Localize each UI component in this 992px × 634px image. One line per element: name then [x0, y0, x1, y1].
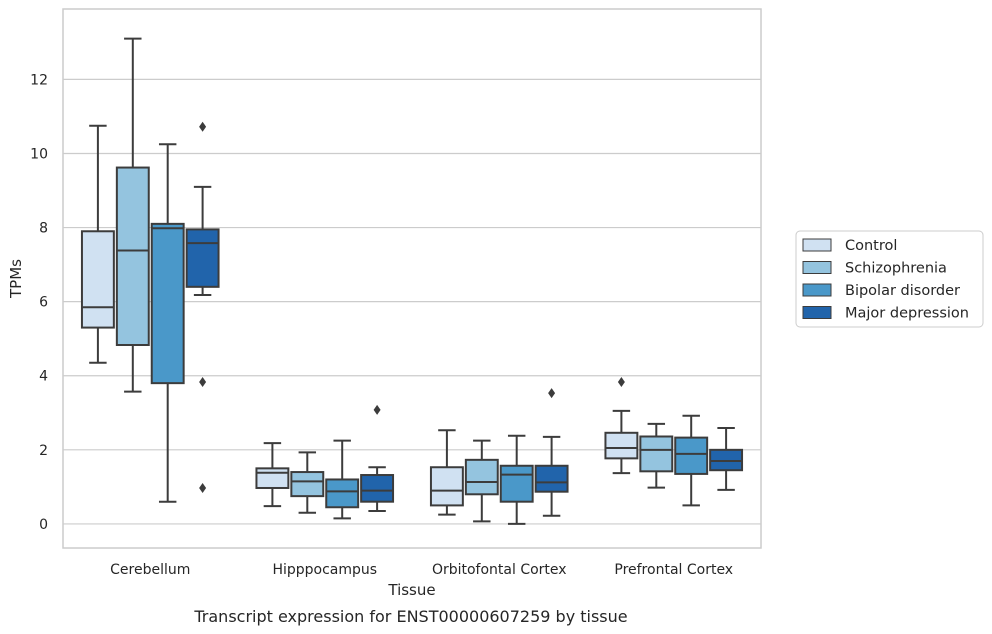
box-2-3 [534, 388, 569, 517]
box-3-3 [709, 426, 744, 491]
outlier-point [548, 388, 556, 399]
legend-box [795, 230, 984, 328]
legend-swatch [802, 283, 832, 297]
box-body [429, 466, 464, 507]
legend-label: Control [845, 238, 897, 254]
box-body [674, 436, 709, 475]
x-tick-labels: Cerebellum Hipppocampus Orbitofontal Corte… [110, 562, 733, 578]
y-tick-label: 4 [39, 369, 48, 385]
y-tick-label: 12 [30, 72, 48, 88]
outlier-point [199, 377, 207, 388]
box-body [115, 166, 150, 346]
box-body [360, 474, 395, 503]
box-3-2 [674, 414, 709, 507]
x-tick-label: Cerebellum [110, 562, 190, 578]
y-axis-title: TPMs [7, 259, 25, 299]
box-body [80, 230, 115, 329]
box-3-1 [639, 422, 674, 489]
box-1-3 [360, 404, 395, 512]
box-body [150, 222, 185, 385]
x-tick-label: Prefrontal Cortex [614, 562, 733, 578]
plot-frame [62, 8, 762, 549]
box-body [464, 458, 499, 496]
legend-swatch [802, 306, 832, 319]
chart-caption: Transcript expression for ENST0000060725… [193, 607, 627, 626]
legend-swatch [802, 261, 832, 274]
box-0-1 [115, 37, 150, 393]
legend-label: Schizophrenia [845, 261, 947, 277]
legend: Control Schizophrenia Bipolar disorder Majo… [795, 230, 984, 328]
legend-swatch [802, 238, 832, 252]
box-body [290, 471, 325, 498]
x-tick-label: Hipppocampus [272, 562, 377, 578]
boxes [80, 37, 744, 525]
box-body [325, 478, 360, 509]
box-body [534, 464, 569, 493]
box-1-1 [290, 451, 325, 514]
y-tick-label: 10 [30, 146, 48, 162]
legend-label: Bipolar disorder [845, 283, 960, 299]
box-2-0 [429, 429, 464, 516]
box-3-0 [604, 377, 639, 475]
box-1-0 [255, 442, 290, 508]
outlier-point [373, 404, 381, 415]
box-0-0 [80, 124, 115, 364]
box-body [185, 228, 220, 288]
x-tick-label: Orbitofontal Cortex [432, 562, 567, 578]
box-0-3 [185, 121, 220, 493]
box-2-2 [499, 434, 534, 525]
legend-item: Major depression [802, 306, 969, 322]
legend-item: Control [802, 238, 897, 254]
y-tick-labels: 0 2 4 6 8 10 12 [30, 72, 48, 533]
y-tick-label: 2 [39, 443, 48, 459]
legend-label: Major depression [845, 306, 969, 322]
legend-item: Schizophrenia [802, 261, 947, 277]
box-0-2 [150, 143, 185, 503]
legend-item: Bipolar disorder [802, 283, 960, 299]
box-body [255, 467, 290, 489]
y-tick-label: 0 [39, 517, 48, 533]
box-body [639, 435, 674, 473]
box-2-1 [464, 439, 499, 523]
x-axis-title: Tissue [387, 581, 435, 599]
outlier-point [199, 482, 207, 493]
box-body [499, 464, 534, 503]
y-tick-label: 8 [39, 221, 48, 237]
outlier-point [199, 121, 207, 132]
box-body [604, 431, 639, 460]
box-1-2 [325, 439, 360, 520]
outlier-point [617, 377, 625, 388]
y-tick-label: 6 [39, 295, 48, 311]
